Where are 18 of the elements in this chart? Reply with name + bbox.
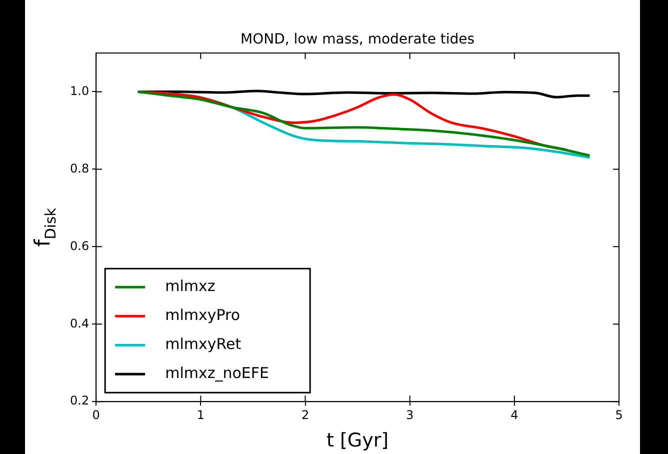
y-tick-label: 0.8 bbox=[70, 161, 90, 176]
x-tick-label: 3 bbox=[406, 408, 414, 422]
y-tick-label: 0.2 bbox=[70, 394, 90, 408]
x-tick-label: 5 bbox=[615, 408, 623, 422]
y-tick-label: 0.6 bbox=[70, 238, 90, 253]
x-tick-label: 0 bbox=[92, 408, 100, 422]
x-tick-label: 2 bbox=[301, 408, 310, 422]
legend-label: mlmxyPro bbox=[165, 306, 240, 324]
legend-label: mlmxyRet bbox=[165, 334, 242, 353]
x-tick-label: 4 bbox=[510, 408, 518, 422]
legend-label: mlmxz_noEFE bbox=[165, 364, 270, 382]
y-axis-title: fDisk bbox=[30, 207, 60, 247]
y-tick-label: 1.0 bbox=[70, 84, 90, 98]
chart-title: MOND, low mass, moderate tides bbox=[240, 32, 475, 48]
y-tick-label: 0.4 bbox=[70, 316, 90, 330]
x-tick-label: 1 bbox=[196, 408, 204, 422]
x-axis-title: t [Gyr] bbox=[326, 430, 389, 452]
legend-label: mlmxz bbox=[165, 276, 216, 295]
